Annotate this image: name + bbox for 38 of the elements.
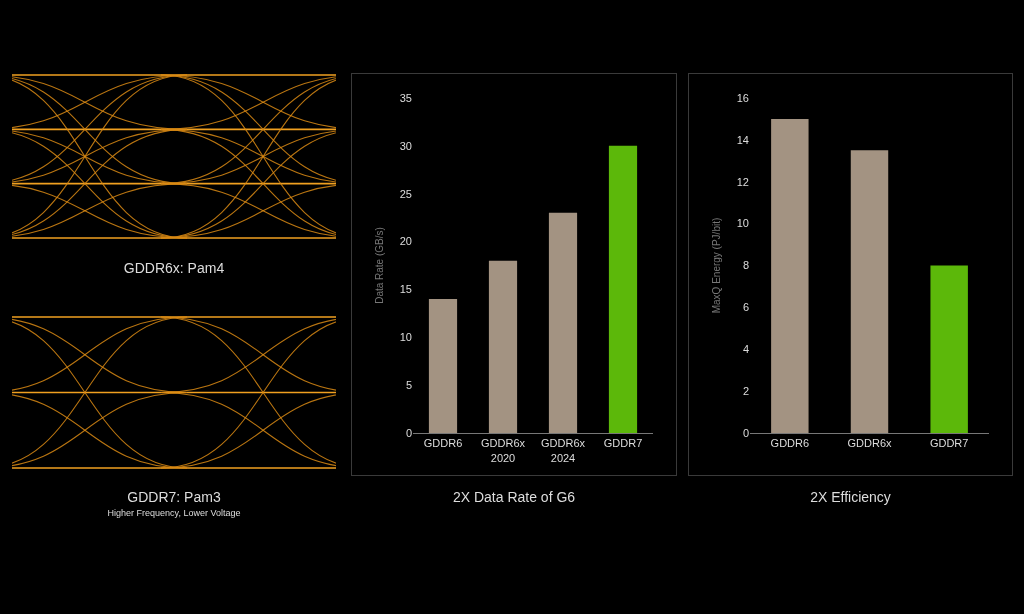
y-tick-label: 20 [399, 235, 412, 248]
x-tick-label: GDDR7 [603, 437, 643, 450]
y-tick-label: 0 [405, 426, 412, 439]
y-tick-label: 4 [742, 343, 749, 356]
y-tick-label: 25 [399, 187, 412, 200]
y-tick-label: 10 [736, 217, 749, 230]
y-tick-label: 2 [742, 384, 749, 397]
text: 2X Data Rate of G6 [452, 489, 576, 506]
y-axis-title: Data Rate (GB/s) [373, 227, 385, 304]
x-tick-label: GDDR6 [770, 437, 810, 450]
bar [428, 299, 458, 433]
bar [771, 118, 809, 433]
bar [930, 265, 968, 433]
y-axis-title: MaxQ Energy (PJ/bit) [710, 217, 722, 314]
x-tick-label: GDDR6 [423, 437, 463, 450]
y-tick-label: 5 [405, 378, 412, 391]
y-tick-label: 12 [736, 175, 749, 188]
y-tick-label: 0 [742, 426, 749, 439]
bar [548, 212, 578, 433]
text: GDDR6x: Pam4 [122, 259, 226, 276]
y-tick-label: 6 [742, 301, 749, 314]
y-tick-label: 14 [736, 133, 749, 146]
y-tick-label: 8 [742, 259, 749, 272]
bar [850, 150, 889, 433]
x-tick-label: GDDR6x 2020 [480, 437, 526, 464]
bar [608, 145, 638, 433]
text: Higher Frequency, Lower Voltage [106, 507, 242, 518]
text: 2X Efficiency [810, 489, 891, 506]
y-tick-label: 10 [399, 331, 412, 344]
y-tick-label: 35 [399, 91, 412, 104]
y-tick-label: 16 [736, 91, 749, 104]
y-tick-label: 15 [399, 283, 412, 296]
x-tick-label: GDDR6x [847, 437, 892, 450]
text: GDDR7: Pam3 [126, 488, 222, 505]
bar [488, 260, 518, 433]
y-tick-label: 30 [399, 139, 412, 152]
x-tick-label: GDDR6x 2024 [540, 437, 586, 464]
x-tick-label: GDDR7 [929, 437, 969, 450]
